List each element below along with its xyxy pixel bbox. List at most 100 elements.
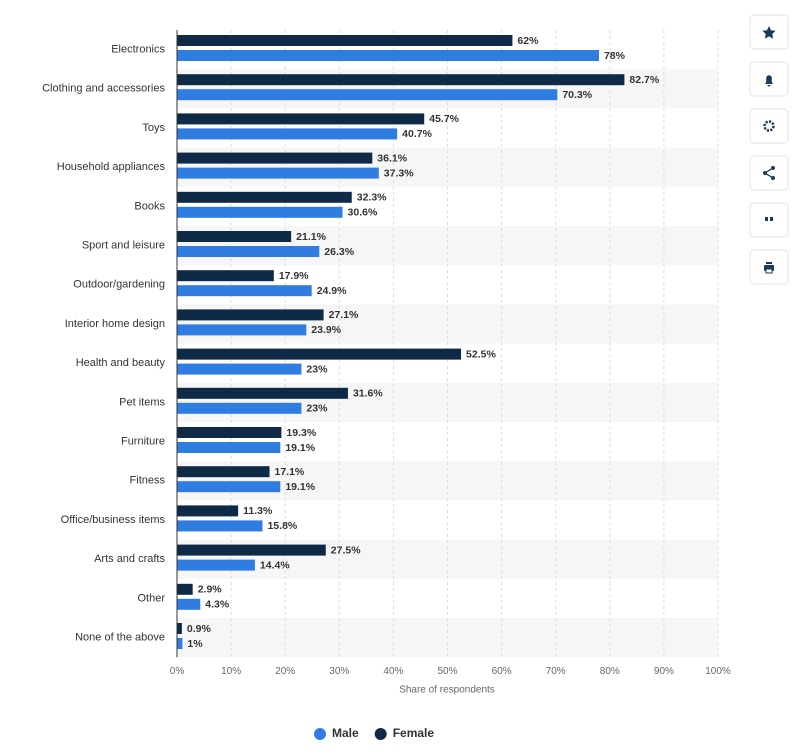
bar [177, 206, 343, 218]
bar [177, 128, 398, 140]
bar [177, 559, 255, 571]
x-tick-label: 80% [600, 666, 620, 677]
data-label: 52.5% [466, 348, 496, 360]
legend-label: Female [393, 726, 435, 740]
category-label: Other [137, 592, 165, 604]
bar [177, 285, 312, 297]
bar [177, 50, 599, 61]
bar [177, 544, 326, 556]
data-label: 23% [306, 363, 328, 375]
data-label: 0.9% [187, 623, 212, 635]
data-label: 45.7% [429, 113, 459, 125]
share-icon [763, 166, 775, 180]
data-label: 2.9% [198, 584, 223, 596]
data-label: 27.5% [331, 544, 361, 556]
bar [177, 442, 281, 453]
x-tick-label: 90% [654, 666, 674, 677]
x-tick-label: 70% [546, 666, 566, 677]
bar [177, 74, 625, 86]
category-label: Electronics [111, 44, 165, 56]
share-button[interactable] [749, 155, 789, 191]
data-label: 14.4% [260, 559, 290, 571]
bar [177, 427, 282, 438]
data-label: 31.6% [353, 388, 383, 400]
category-label: Office/business items [61, 514, 166, 526]
legend-marker [374, 728, 387, 740]
data-label: 19.1% [285, 481, 315, 493]
category-label: Pet items [119, 396, 165, 408]
category-label: Toys [142, 122, 165, 134]
bar [177, 466, 270, 478]
data-label: 17.1% [275, 466, 305, 478]
bar [177, 623, 182, 634]
bar [177, 152, 373, 164]
bar [177, 167, 379, 179]
data-label: 11.3% [243, 505, 273, 517]
x-tick-label: 30% [329, 666, 349, 677]
data-label: 82.7% [629, 74, 659, 86]
bar [177, 191, 352, 203]
x-tick-label: 100% [705, 666, 731, 677]
category-label: Clothing and accessories [42, 83, 165, 95]
bar [177, 520, 263, 532]
bar [177, 348, 462, 360]
data-label: 32.3% [357, 192, 387, 204]
category-label: Sport and leisure [82, 240, 165, 252]
data-label: 70.3% [562, 89, 592, 101]
bar [177, 246, 320, 257]
bar [177, 231, 292, 242]
data-label: 21.1% [296, 231, 326, 243]
x-tick-label: 0% [170, 666, 185, 677]
data-label: 24.9% [317, 285, 347, 297]
bar [177, 583, 193, 595]
x-tick-label: 20% [275, 666, 295, 677]
bar [177, 363, 302, 375]
data-label: 15.8% [267, 520, 297, 532]
bar [177, 270, 274, 282]
x-axis-title: Share of respondents [399, 685, 495, 696]
toolbar [749, 14, 789, 285]
data-label: 36.1% [377, 152, 407, 164]
gear-icon [763, 120, 775, 132]
bar [177, 598, 201, 610]
bar [177, 324, 307, 336]
data-label: 30.6% [348, 207, 378, 219]
x-tick-label: 50% [437, 666, 457, 677]
category-label: Interior home design [65, 318, 165, 330]
category-label: Household appliances [57, 161, 166, 173]
x-tick-label: 60% [492, 666, 512, 677]
data-label: 19.1% [285, 442, 315, 454]
settings-button[interactable] [749, 108, 789, 144]
data-label: 1% [187, 638, 203, 650]
legend-label: Male [332, 726, 359, 740]
bar [177, 638, 183, 649]
bar [177, 35, 513, 46]
data-label: 62% [517, 35, 539, 47]
bar [177, 89, 558, 101]
category-label: None of the above [75, 632, 165, 644]
data-label: 19.3% [286, 427, 316, 439]
data-label: 37.3% [384, 167, 414, 179]
category-label: Arts and crafts [94, 553, 165, 565]
category-label: Fitness [130, 475, 166, 487]
category-label: Health and beauty [76, 357, 166, 369]
data-label: 23% [306, 403, 328, 415]
star-icon [762, 26, 776, 39]
data-label: 23.9% [311, 324, 341, 336]
x-tick-label: 10% [221, 666, 241, 677]
category-label: Outdoor/gardening [73, 279, 165, 291]
category-label: Furniture [121, 436, 165, 448]
data-label: 17.9% [279, 270, 309, 282]
quote-icon [765, 217, 773, 221]
data-label: 27.1% [329, 309, 359, 321]
print-icon [764, 262, 774, 274]
bar [177, 113, 425, 125]
bar [177, 309, 324, 321]
bell-icon [765, 75, 773, 87]
x-tick-label: 40% [383, 666, 403, 677]
cite-button[interactable] [749, 202, 789, 238]
legend-marker [314, 728, 326, 740]
data-label: 4.3% [205, 599, 230, 611]
data-label: 40.7% [402, 128, 432, 140]
